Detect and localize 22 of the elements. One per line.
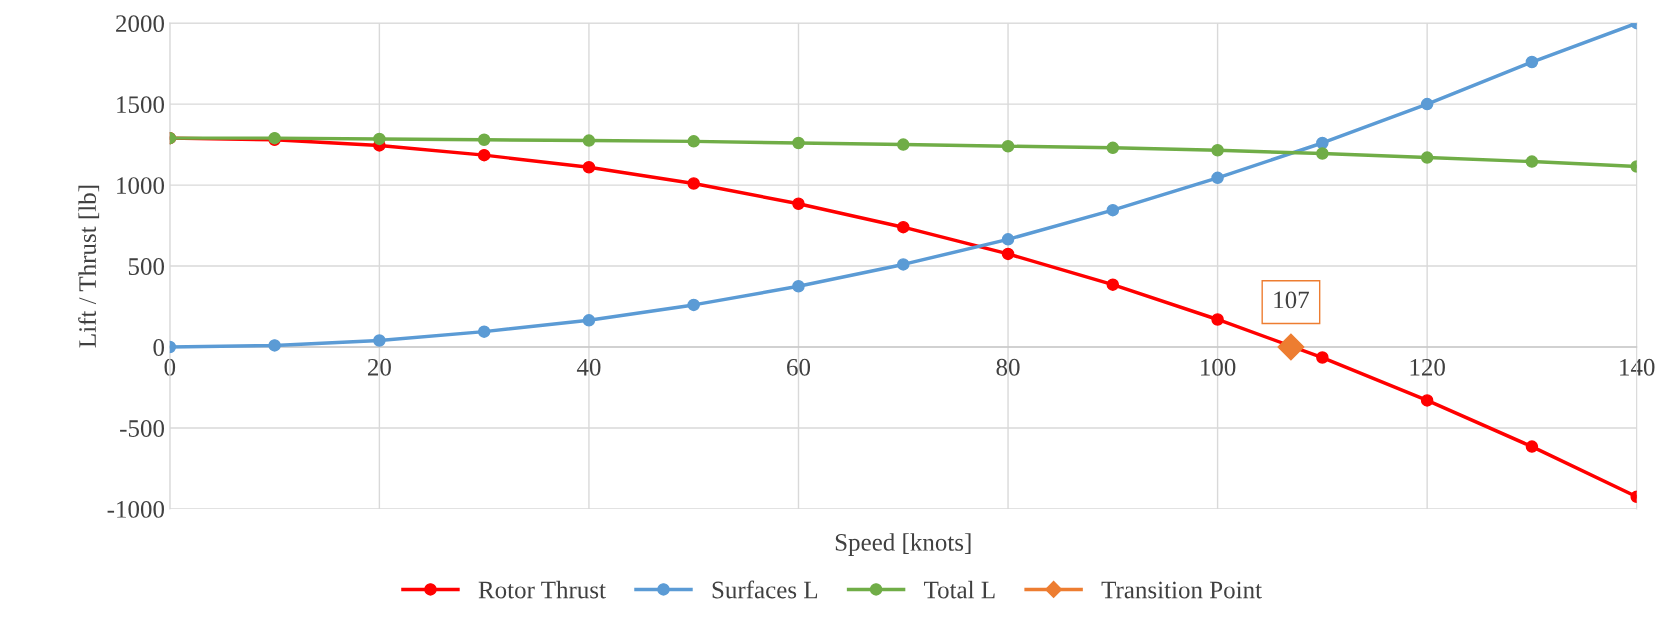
annotation: 107 [1274, 291, 1309, 309]
y-tick-label: 1000 [117, 177, 165, 195]
y-axis-title: Lift / Thrust [lb] [78, 185, 100, 348]
x-tick-label: 120 [1410, 358, 1445, 376]
legend-label: Total L [924, 580, 995, 599]
legend-label: Surfaces L [712, 580, 818, 599]
legend-label: Transition Point [1101, 581, 1262, 599]
x-tick-label: 80 [996, 358, 1020, 376]
x-tick-label: 40 [576, 358, 601, 376]
y-tick-label: 1500 [117, 96, 165, 114]
y-tick-label: 500 [128, 258, 165, 275]
y-tick-label: -1000 [107, 500, 165, 518]
y-tick-label: -500 [120, 420, 165, 437]
x-tick-label: 60 [787, 358, 811, 376]
x-tick-label: 140 [1620, 358, 1655, 376]
legend-label: Rotor Thrust [478, 580, 606, 599]
x-tick-label: 0 [164, 358, 176, 376]
y-tick-label: 0 [153, 339, 165, 356]
x-axis-title: Speed [knots] [835, 533, 971, 556]
y-tick-label: 2000 [116, 15, 165, 33]
x-tick-label: 20 [367, 358, 391, 376]
x-tick-label: 100 [1201, 358, 1236, 376]
